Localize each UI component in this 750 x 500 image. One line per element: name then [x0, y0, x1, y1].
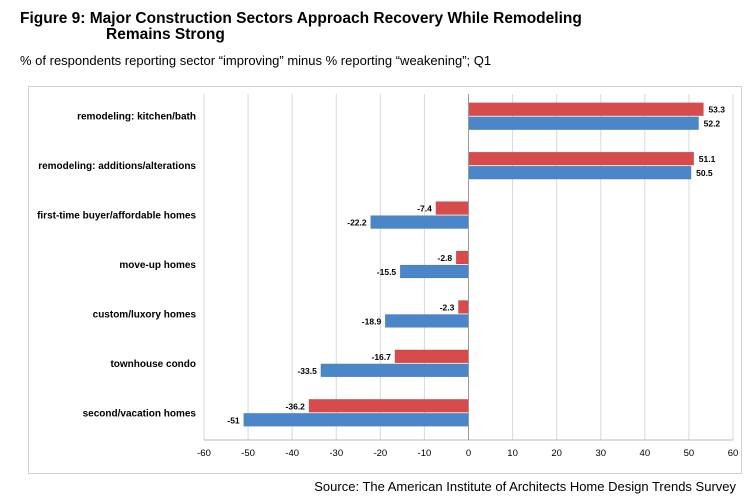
data-label: -7.4 — [417, 204, 432, 214]
data-label: -15.5 — [377, 267, 397, 277]
bar — [468, 165, 692, 180]
bar — [399, 264, 469, 279]
data-label: -2.8 — [438, 253, 453, 263]
x-tick-label: 60 — [728, 448, 739, 459]
x-tick-label: 30 — [595, 448, 606, 459]
x-tick-label: -60 — [197, 448, 211, 459]
data-label: 53.3 — [708, 105, 725, 115]
bar — [243, 413, 469, 427]
bar — [435, 201, 469, 215]
x-tick-label: 0 — [466, 448, 471, 459]
x-tick-label: -30 — [329, 448, 343, 459]
x-tick-label: -20 — [373, 448, 387, 459]
x-tick-label: 20 — [551, 448, 562, 459]
x-tick-label: -40 — [285, 448, 299, 459]
category-label: move-up homes — [119, 260, 196, 271]
x-tick-label: -50 — [241, 448, 255, 459]
category-label: remodeling: kitchen/bath — [77, 112, 196, 123]
bar — [455, 250, 469, 265]
bar — [468, 116, 699, 130]
data-label: -2.3 — [440, 302, 455, 312]
x-tick-label: 40 — [640, 448, 651, 459]
bar — [458, 300, 469, 314]
data-label: -22.2 — [347, 218, 367, 228]
bar — [370, 215, 469, 229]
category-label: second/vacation homes — [83, 408, 197, 419]
category-label: remodeling: additions/alterations — [38, 161, 196, 172]
chart-subtitle: % of respondents reporting sector “impro… — [20, 53, 492, 68]
category-label: townhouse condo — [110, 359, 196, 370]
chart-title: Figure 9: Major Construction Sectors App… — [20, 11, 582, 43]
bar — [320, 363, 469, 378]
bar — [394, 349, 469, 364]
data-label: -51 — [227, 415, 240, 425]
bar — [468, 151, 695, 166]
chart-title-line2: Remains Strong — [106, 26, 225, 43]
data-label: -16.7 — [372, 352, 392, 362]
category-label: first-time buyer/affordable homes — [37, 211, 196, 222]
x-tick-label: -10 — [418, 448, 432, 459]
source-note: Source: The American Institute of Archit… — [314, 479, 736, 494]
x-tick-label: 10 — [507, 448, 518, 459]
data-label: 52.2 — [704, 119, 721, 129]
data-label: 50.5 — [696, 168, 713, 178]
category-label: custom/luxory homes — [93, 309, 197, 320]
bar — [308, 399, 469, 413]
data-label: 51.1 — [699, 154, 716, 164]
bar — [468, 102, 704, 116]
bar — [384, 314, 469, 328]
chart-title-line1: Figure 9: Major Construction Sectors App… — [20, 10, 582, 27]
data-label: -33.5 — [297, 366, 317, 376]
data-label: -18.9 — [362, 316, 382, 326]
x-tick-label: 50 — [684, 448, 695, 459]
data-label: -36.2 — [286, 401, 306, 411]
